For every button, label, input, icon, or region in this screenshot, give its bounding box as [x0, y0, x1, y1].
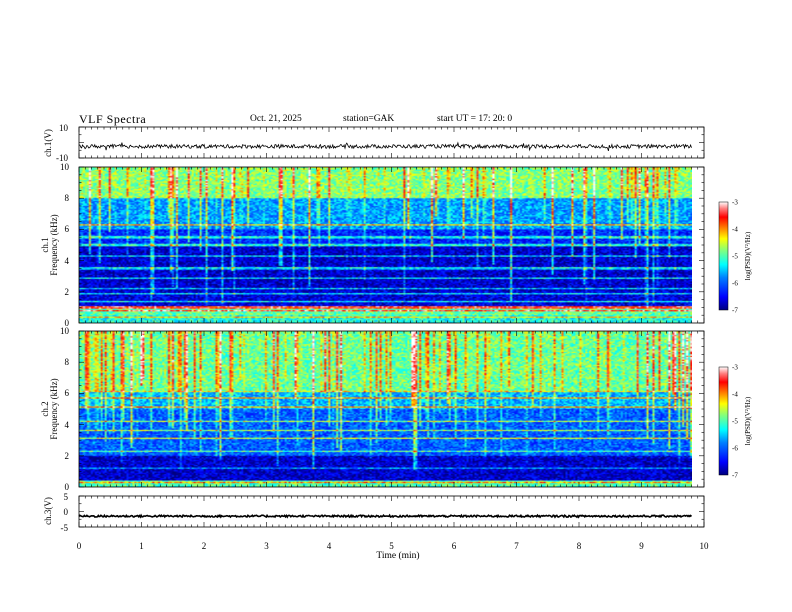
spec2-ytick-8: 8	[65, 357, 70, 367]
x-axis-label: Time (min)	[376, 550, 419, 561]
colorbar-tick-label: -4	[732, 391, 738, 399]
colorbar-tick-label: -7	[732, 307, 738, 315]
colorbar-tick-label: -3	[732, 364, 738, 372]
ch2-colorbar	[718, 366, 729, 476]
colorbar-tick-label: -5	[732, 253, 738, 261]
ch3-waveform-trace	[78, 513, 693, 519]
spec1-ylabel-channel: ch.1	[40, 237, 50, 252]
ch2-spectrogram-image	[79, 331, 692, 487]
spec2-ytick-6: 6	[65, 388, 70, 398]
colorbar-tick-label: -4	[732, 226, 738, 234]
ch3-ytick-bottom: -5	[61, 523, 69, 533]
x-tick-label: 2	[202, 541, 207, 551]
ch1-ytick-bottom: -10	[56, 153, 68, 163]
x-tick-labels: 0 1 2 3 4 5 6 7 8 9 10	[77, 541, 709, 551]
ch1-ytick-top: 10	[59, 123, 69, 133]
ch1-colorbar-label: log(PSD)(V²/Hz)	[744, 231, 752, 280]
spec1-ytick-4: 4	[65, 256, 70, 266]
ch1-waveform-trace	[78, 141, 692, 152]
figure-title: VLF Spectra	[79, 112, 147, 126]
x-tick-label: 6	[452, 541, 457, 551]
ch1-spectrogram-image	[79, 167, 692, 323]
x-tick-label: 1	[139, 541, 144, 551]
x-tick-label: 9	[639, 541, 644, 551]
start-ut-label: start UT = 17: 20: 0	[437, 114, 513, 124]
spec1-ytick-0: 0	[65, 318, 70, 328]
spec1-ylabel-frequency: Frequency (kHz)	[49, 214, 59, 275]
spec1-ytick-6: 6	[65, 224, 70, 234]
ch1-colorbar	[718, 201, 729, 311]
spec2-ytick-10: 10	[60, 326, 70, 336]
spec2-ytick-2: 2	[65, 451, 70, 461]
spec1-ytick-2: 2	[65, 287, 70, 297]
ch2-colorbar-label: log(PSD)(V²/Hz)	[744, 396, 752, 445]
x-tick-label: 0	[77, 541, 82, 551]
spec2-ylabel-channel: ch.2	[40, 401, 50, 416]
spec2-ytick-0: 0	[65, 482, 70, 492]
date-label: Oct. 21, 2025	[250, 114, 302, 124]
ch3-ytick-top: 5	[64, 492, 69, 502]
x-tick-label: 4	[327, 541, 332, 551]
colorbar-tick-label: -5	[732, 418, 738, 426]
axis-ticks	[78, 126, 705, 528]
colorbar-tick-label: -6	[732, 445, 738, 453]
ch1-ylabel: ch.1(V)	[43, 129, 53, 157]
station-label: station=GAK	[343, 114, 395, 124]
colorbar-tick-label: -6	[732, 280, 738, 288]
x-tick-label: 3	[264, 541, 269, 551]
colorbar-tick-label: -7	[732, 472, 738, 480]
spec1-ytick-8: 8	[65, 193, 70, 203]
ch3-ylabel: ch.3(V)	[43, 497, 53, 525]
colorbar-tick-label: -3	[732, 199, 738, 207]
spec1-ytick-10: 10	[60, 162, 70, 172]
spec2-ytick-4: 4	[65, 420, 70, 430]
x-tick-label: 7	[514, 541, 519, 551]
spec2-ylabel-frequency: Frequency (kHz)	[49, 378, 59, 439]
x-tick-label: 8	[577, 541, 582, 551]
ch3-ytick-mid: 0	[64, 507, 69, 517]
x-tick-label: 10	[700, 541, 710, 551]
x-tick-label: 5	[389, 541, 394, 551]
colorbar-ticks: -3 -4 -5 -6 -7 -3 -4 -5 -6 -7	[732, 199, 738, 480]
